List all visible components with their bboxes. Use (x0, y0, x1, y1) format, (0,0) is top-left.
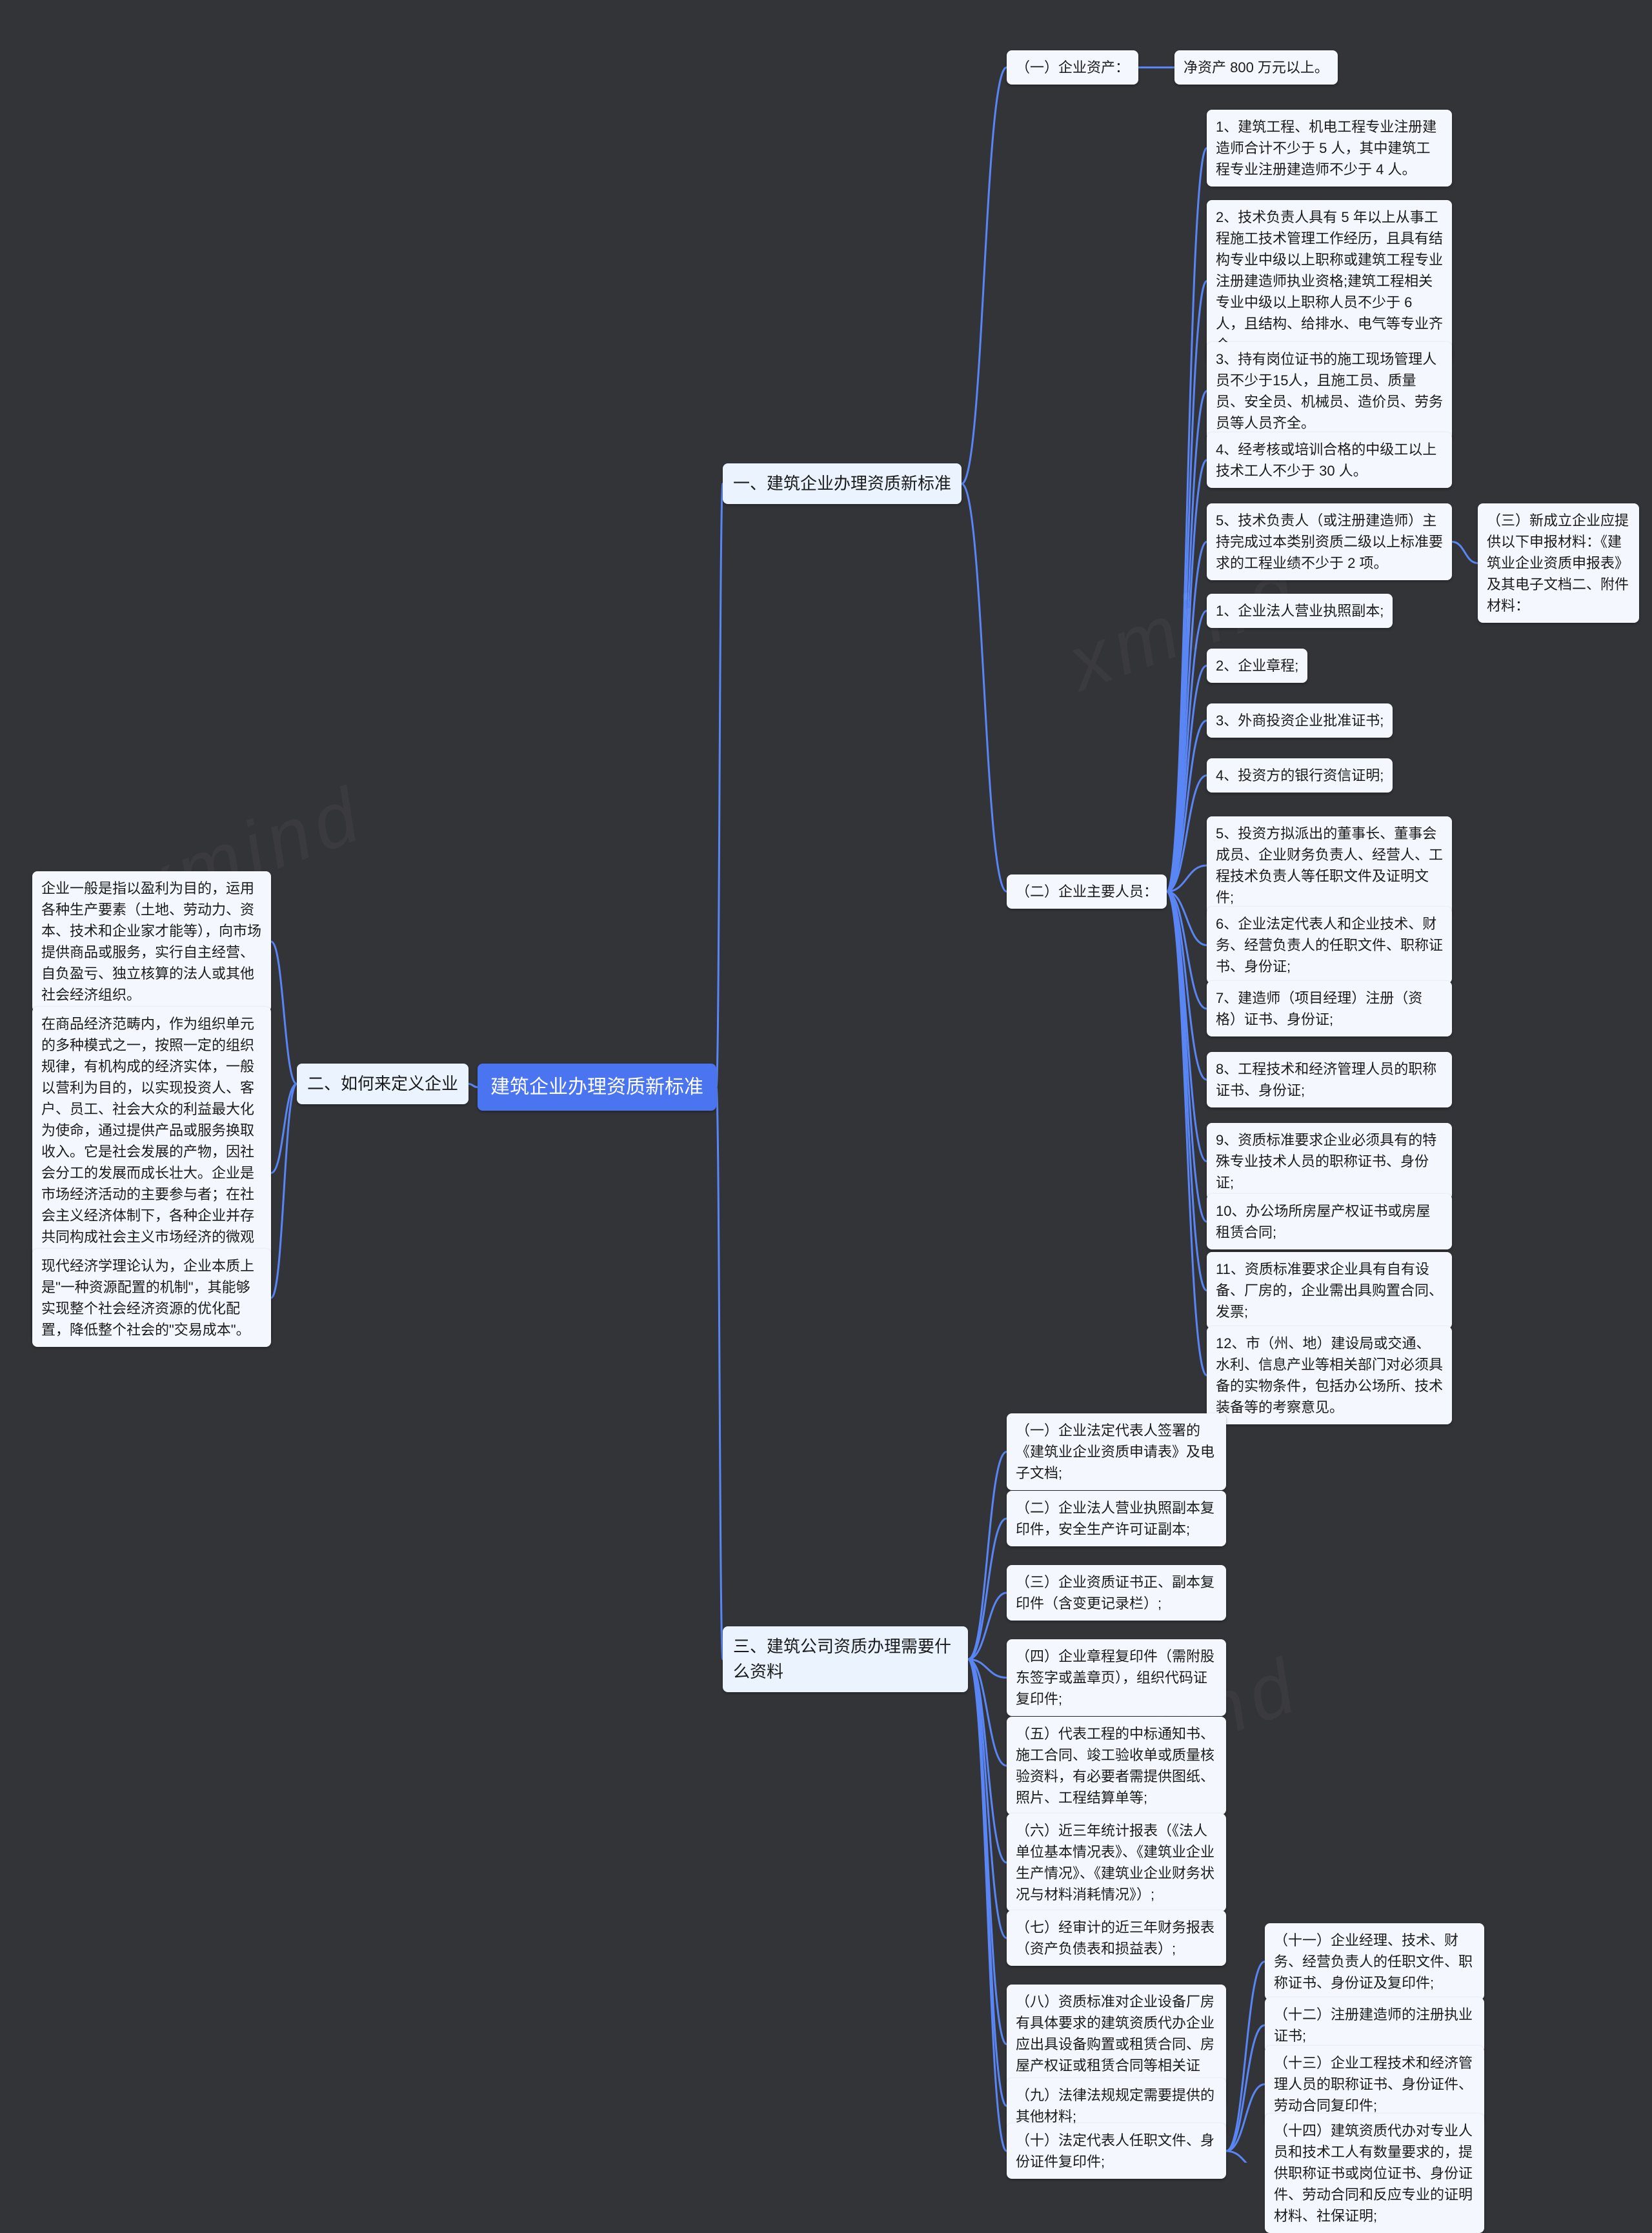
mindmap-node-d3: 现代经济学理论认为，企业本质上是"一种资源配置的机制"，其能够实现整个社会经济资… (32, 1249, 271, 1347)
mindmap-node-p6: 1、企业法人营业执照副本; (1207, 594, 1393, 628)
mindmap-node-m1: （一）企业法定代表人签署的《建筑业企业资质申请表》及电子文档; (1007, 1413, 1226, 1490)
mindmap-node-p13: 8、工程技术和经济管理人员的职称证书、身份证; (1207, 1052, 1452, 1107)
mindmap-node-b2: 二、如何来定义企业 (297, 1064, 468, 1104)
mindmap-node-p3: 3、持有岗位证书的施工现场管理人员不少于15人，且施工员、质量员、安全员、机械员… (1207, 342, 1452, 440)
mindmap-node-m13: （十三）企业工程技术和经济管理人员的职称证书、身份证件、劳动合同复印件; (1265, 2046, 1484, 2123)
mindmap-node-m3: （三）企业资质证书正、副本复印件（含变更记录栏）; (1007, 1565, 1226, 1621)
mindmap-node-p7: 2、企业章程; (1207, 649, 1307, 683)
mindmap-node-b1a: （一）企业资产： (1007, 50, 1138, 85)
mindmap-node-p2: 2、技术负责人具有 5 年以上从事工程施工技术管理工作经历，且具有结构专业中级以… (1207, 200, 1452, 362)
mindmap-node-p14: 9、资质标准要求企业必须具有的特殊专业技术人员的职称证书、身份证; (1207, 1123, 1452, 1200)
mindmap-node-p16: 11、资质标准要求企业具有自有设备、厂房的，企业需出具购置合同、发票; (1207, 1252, 1452, 1329)
mindmap-node-m10: （十）法定代表人任职文件、身份证件复印件; (1007, 2123, 1226, 2179)
mindmap-node-root: 建筑企业办理资质新标准 (478, 1064, 716, 1111)
mindmap-node-b1b: （二）企业主要人员： (1007, 874, 1167, 909)
mindmap-node-m12: （十二）注册建造师的注册执业证书; (1265, 1997, 1484, 2053)
mindmap-node-p12: 7、建造师（项目经理）注册（资格）证书、身份证; (1207, 981, 1452, 1036)
mindmap-node-b1a1: 净资产 800 万元以上。 (1174, 50, 1338, 85)
mindmap-node-p10: 5、投资方拟派出的董事长、董事会成员、企业财务负责人、经营人、工程技术负责人等任… (1207, 816, 1452, 914)
mindmap-node-b3: 三、建筑公司资质办理需要什么资料 (723, 1626, 968, 1692)
mindmap-node-p5: 5、技术负责人（或注册建造师）主持完成过本类别资质二级以上标准要求的工程业绩不少… (1207, 503, 1452, 580)
mindmap-node-p5a: （三）新成立企业应提供以下申报材料：《建筑业企业资质申报表》及其电子文档二、附件… (1478, 503, 1639, 623)
mindmap-node-m5: （五）代表工程的中标通知书、施工合同、竣工验收单或质量核验资料，有必要者需提供图… (1007, 1717, 1226, 1815)
mindmap-node-m7: （七）经审计的近三年财务报表（资产负债表和损益表）; (1007, 1910, 1226, 1966)
mindmap-node-p9: 4、投资方的银行资信证明; (1207, 758, 1393, 793)
mindmap-node-p1: 1、建筑工程、机电工程专业注册建造师合计不少于 5 人，其中建筑工程专业注册建造… (1207, 110, 1452, 187)
mindmap-node-d1: 企业一般是指以盈利为目的，运用各种生产要素（土地、劳动力、资本、技术和企业家才能… (32, 871, 271, 1012)
mindmap-node-b1: 一、建筑企业办理资质新标准 (723, 463, 962, 504)
mindmap-node-m14: （十四）建筑资质代办对专业人员和技术工人有数量要求的，提供职称证书或岗位证书、身… (1265, 2114, 1484, 2233)
mindmap-node-m11: （十一）企业经理、技术、财务、经营负责人的任职文件、职称证书、身份证及复印件; (1265, 1923, 1484, 2000)
mindmap-node-p15: 10、办公场所房屋产权证书或房屋租赁合同; (1207, 1194, 1452, 1249)
mindmap-node-m6: （六）近三年统计报表（《法人单位基本情况表》、《建筑业企业生产情况》、《建筑业企… (1007, 1814, 1226, 1912)
mindmap-node-m2: （二）企业法人营业执照副本复印件，安全生产许可证副本; (1007, 1491, 1226, 1546)
mindmap-node-p17: 12、市（州、地）建设局或交通、水利、信息产业等相关部门对必须具备的实物条件，包… (1207, 1326, 1452, 1424)
mindmap-node-p11: 6、企业法定代表人和企业技术、财务、经营负责人的任职文件、职称证书、身份证; (1207, 907, 1452, 984)
mindmap-node-p8: 3、外商投资企业批准证书; (1207, 703, 1393, 738)
mindmap-node-m4: （四）企业章程复印件（需附股东签字或盖章页），组织代码证复印件; (1007, 1639, 1226, 1716)
mindmap-node-p4: 4、经考核或培训合格的中级工以上技术工人不少于 30 人。 (1207, 432, 1452, 488)
